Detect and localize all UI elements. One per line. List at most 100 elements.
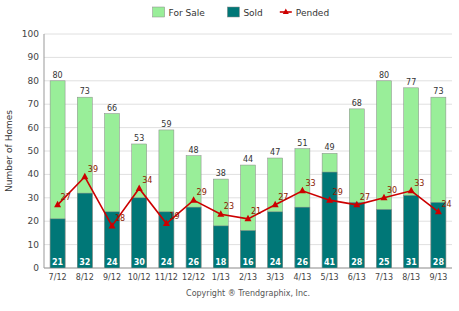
data-label: 27 — [278, 193, 288, 202]
bar — [213, 179, 228, 268]
x-tick-label: 1/13 — [212, 273, 230, 282]
data-label: 59 — [161, 120, 171, 129]
data-label: 28 — [433, 258, 445, 267]
bar — [295, 149, 310, 268]
data-labels: 8073665359483844475149688077732132243024… — [52, 71, 452, 267]
legend-swatch — [153, 7, 165, 17]
bar — [377, 81, 392, 268]
data-label: 38 — [216, 169, 226, 178]
y-tick-label: 100 — [22, 29, 39, 39]
y-tick-label: 80 — [28, 76, 40, 86]
bar — [132, 144, 147, 268]
y-tick-label: 90 — [28, 52, 40, 62]
x-tick-label: 12/12 — [182, 273, 205, 282]
data-label: 26 — [297, 258, 309, 267]
data-label: 18 — [215, 258, 227, 267]
data-label: 68 — [352, 99, 362, 108]
bar — [349, 109, 364, 268]
data-label: 47 — [270, 148, 280, 157]
y-tick-label: 30 — [28, 193, 40, 203]
y-tick-label: 0 — [33, 263, 39, 273]
y-tick-label: 10 — [28, 240, 40, 250]
data-label: 73 — [433, 87, 443, 96]
data-label: 29 — [197, 188, 207, 197]
data-label: 24 — [106, 258, 118, 267]
bar — [159, 130, 174, 268]
bar — [322, 153, 337, 268]
data-label: 16 — [242, 258, 254, 267]
bar — [213, 226, 228, 268]
data-label: 41 — [324, 258, 336, 267]
data-label: 28 — [351, 258, 363, 267]
x-tick-label: 8/12 — [76, 273, 94, 282]
bar — [322, 172, 337, 268]
bar — [241, 231, 256, 268]
legend-swatch — [283, 9, 289, 15]
data-label: 32 — [79, 258, 90, 267]
bar — [377, 210, 392, 269]
data-label: 19 — [169, 212, 179, 221]
legend-label: For Sale — [169, 8, 206, 18]
bar — [77, 193, 92, 268]
x-tick-label: 9/13 — [429, 273, 447, 282]
y-tick-label: 20 — [28, 216, 40, 226]
data-label: 29 — [333, 188, 343, 197]
data-label: 49 — [325, 143, 335, 152]
y-tick-label: 40 — [28, 169, 40, 179]
bar — [186, 207, 201, 268]
bar — [105, 114, 120, 268]
data-label: 44 — [243, 155, 253, 164]
data-label: 23 — [224, 202, 234, 211]
x-tick-label: 7/12 — [49, 273, 67, 282]
legend-label: Sold — [243, 8, 262, 18]
data-label: 33 — [305, 179, 315, 188]
x-tick-label: 7/13 — [375, 273, 393, 282]
data-label: 26 — [188, 258, 200, 267]
data-label: 80 — [53, 71, 63, 80]
background — [0, 0, 459, 311]
x-tick-label: 3/13 — [266, 273, 284, 282]
bar — [431, 97, 446, 268]
data-label: 30 — [387, 186, 397, 195]
y-tick-label: 70 — [28, 99, 40, 109]
x-tick-label: 4/13 — [293, 273, 311, 282]
x-tick-label: 8/13 — [402, 273, 420, 282]
y-axis: 0102030405060708090100 — [22, 29, 452, 273]
bar — [295, 207, 310, 268]
data-label: 51 — [297, 139, 307, 148]
data-label: 77 — [406, 78, 416, 87]
chart: 0102030405060708090100807366535948384447… — [0, 0, 459, 311]
data-label: 53 — [134, 134, 144, 143]
plot-area — [50, 81, 446, 268]
bar — [268, 158, 283, 268]
bar — [50, 81, 65, 268]
x-tick-label: 9/12 — [103, 273, 121, 282]
grid-line — [44, 34, 452, 35]
grid-line — [44, 57, 452, 58]
data-label: 80 — [379, 71, 389, 80]
y-tick-label: 60 — [28, 123, 40, 133]
data-label: 18 — [115, 214, 125, 223]
bar — [268, 212, 283, 268]
bar — [50, 219, 65, 268]
data-label: 34 — [142, 176, 152, 185]
x-tick-label: 11/12 — [155, 273, 178, 282]
data-label: 25 — [378, 258, 390, 267]
legend: For SaleSoldPended — [153, 7, 330, 18]
data-label: 48 — [189, 146, 199, 155]
data-label: 24 — [161, 258, 173, 267]
x-tick-label: 5/13 — [321, 273, 339, 282]
bar — [186, 156, 201, 268]
x-tick-label: 2/13 — [239, 273, 257, 282]
x-axis-title: Copyright ® Trendgraphix, Inc. — [186, 289, 310, 298]
data-label: 27 — [61, 193, 71, 202]
data-label: 21 — [52, 258, 64, 267]
legend-swatch — [227, 7, 239, 17]
data-label: 21 — [251, 207, 261, 216]
data-label: 27 — [360, 193, 370, 202]
bar — [431, 202, 446, 268]
bar — [404, 195, 419, 268]
y-axis-title: Number of Homes — [4, 110, 14, 192]
data-label: 66 — [107, 104, 117, 113]
x-axis: 7/128/129/1210/1211/1212/121/132/133/134… — [49, 273, 448, 282]
